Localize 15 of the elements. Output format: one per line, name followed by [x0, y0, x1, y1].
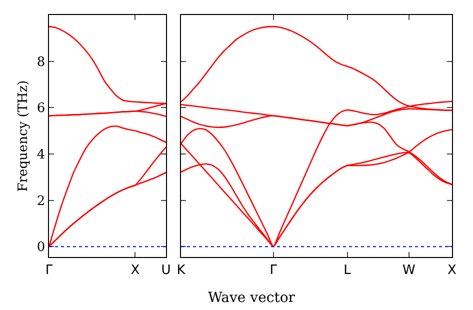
- y-tick-label: 6: [36, 101, 46, 116]
- y-tick-label: 0: [36, 240, 46, 256]
- x-tick-label: W: [402, 262, 416, 278]
- y-tick-label: 2: [36, 194, 46, 209]
- y-tick-label: 8: [36, 54, 46, 70]
- x-tick-label: X: [448, 262, 457, 278]
- x-tick-label: L: [344, 262, 352, 278]
- y-axis-title: Frequency (THz): [16, 80, 31, 192]
- y-tick-label: 4: [36, 148, 46, 162]
- x-tick-label: Γ: [270, 262, 278, 278]
- x-tick-label: Γ: [45, 262, 54, 278]
- x-axis-title: Wave vector: [208, 290, 296, 306]
- x-tick-label: K: [176, 262, 186, 278]
- x-tick-label: X: [130, 262, 140, 278]
- x-tick-label: U: [161, 262, 171, 278]
